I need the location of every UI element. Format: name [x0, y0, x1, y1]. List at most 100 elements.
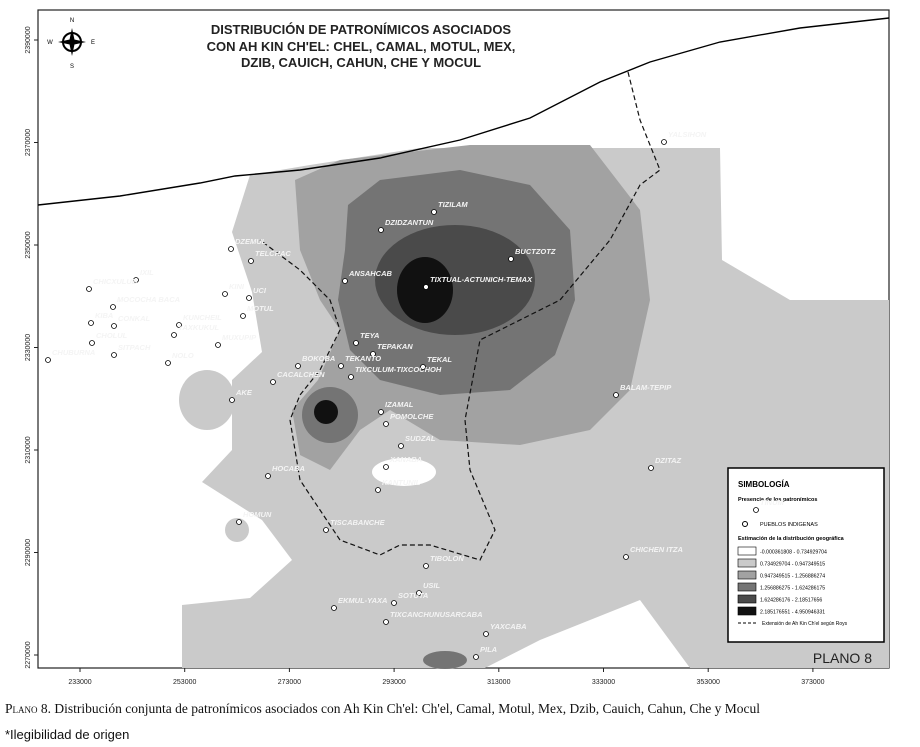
legend-swatch	[737, 582, 757, 592]
town-marker	[370, 351, 376, 357]
town-marker	[353, 340, 359, 346]
plano-label: PLANO 8	[813, 650, 872, 666]
compass: N S E W	[47, 18, 95, 70]
legend-class-label: 0.734929704 - 0.947349515	[760, 562, 825, 568]
compass-e: E	[91, 40, 95, 46]
place-label: BOKOBA	[302, 354, 335, 363]
legend: SIMBOLOGÍA Presencia de los patronímicos…	[727, 467, 885, 643]
town-marker	[431, 209, 437, 215]
town-marker	[342, 278, 348, 284]
class-4-area	[423, 651, 467, 669]
title-line: CON AH KIN CH'EL: CHEL, CAMAL, MOTUL, ME…	[207, 39, 516, 54]
town-marker	[483, 631, 489, 637]
town-marker	[423, 284, 429, 290]
legend-estimation: Estimación de la distribución geográfica	[738, 536, 845, 542]
place-label: TINUM	[760, 498, 784, 507]
coastline	[37, 17, 890, 206]
town-marker	[323, 527, 329, 533]
town-marker	[613, 392, 619, 398]
legend-town-symbol	[742, 521, 748, 527]
y-tick-label: 2390000	[25, 26, 32, 53]
legend-title: SIMBOLOGÍA	[738, 480, 790, 489]
place-label: KIBA	[95, 311, 113, 320]
compass-n: N	[70, 18, 74, 24]
place-label: KINI	[229, 282, 245, 291]
town-marker	[110, 304, 116, 310]
place-label: HOMUN	[243, 510, 272, 519]
place-label: DZIDZANTUN	[385, 218, 434, 227]
x-tick-label: 293000	[382, 679, 405, 686]
town-marker	[331, 605, 337, 611]
place-label: TEKAL	[427, 355, 452, 364]
place-label: YAXKUKUL	[178, 323, 220, 332]
place-label: SITPACH	[118, 343, 151, 352]
town-marker	[295, 363, 301, 369]
town-marker	[246, 295, 252, 301]
compass-w: W	[47, 40, 53, 46]
place-label: CACALCHEN	[277, 370, 325, 379]
town-marker	[88, 320, 94, 326]
place-label: KANTUNIL	[382, 478, 421, 487]
place-label: PILA	[480, 645, 497, 654]
title-line: DZIB, CAUICH, CAHUN, CHE Y MOCUL	[241, 55, 481, 70]
x-tick-label: 313000	[487, 679, 510, 686]
town-marker	[348, 374, 354, 380]
town-marker	[378, 227, 384, 233]
town-marker	[176, 322, 182, 328]
legend-swatch	[737, 546, 757, 556]
place-label: AKE	[235, 388, 253, 397]
place-label: ANSAHCAB	[348, 269, 393, 278]
x-tick-label: 333000	[592, 679, 615, 686]
y-tick-label: 2290000	[25, 539, 32, 566]
compass-rose	[58, 28, 86, 56]
town-marker	[270, 379, 276, 385]
legend-class-label: 0.947349515 - 1.256886274	[760, 574, 825, 580]
title: DISTRIBUCIÓN DE PATRONÍMICOS ASOCIADOS C…	[207, 22, 516, 70]
town-marker	[623, 554, 629, 560]
note: *Ilegibilidad de origen	[5, 727, 130, 742]
class-2-area	[225, 518, 249, 542]
town-marker	[171, 332, 177, 338]
town-marker	[228, 246, 234, 252]
legend-class-label: -0.000361808 - 0.734929704	[760, 550, 827, 556]
place-label: TEPAKAN	[377, 342, 413, 351]
town-marker	[391, 600, 397, 606]
place-label: TEKANTO	[345, 354, 381, 363]
town-marker	[265, 473, 271, 479]
place-label: USIL	[423, 581, 441, 590]
class-6-area	[314, 400, 338, 424]
place-label: YAXCABA	[490, 622, 527, 631]
town-marker	[383, 619, 389, 625]
place-labels: YALSIHON TIZILAM DZIDZANTUN DZEMUL TELCHAC BU…	[45, 130, 784, 660]
town-marker	[229, 397, 235, 403]
town-marker	[661, 139, 667, 145]
town-marker	[375, 487, 381, 493]
town-marker	[45, 357, 51, 363]
place-label: BALAM-TEPIP	[620, 383, 672, 392]
place-label: MUXUPIP	[222, 333, 257, 342]
town-marker	[111, 352, 117, 358]
place-label: HOCABA	[272, 464, 305, 473]
place-label: KUNCHEIL	[183, 313, 222, 322]
legend-swatch	[737, 570, 757, 580]
town-marker	[86, 286, 92, 292]
place-label: UCI	[253, 286, 267, 295]
place-label: CHUBURNA	[52, 348, 95, 357]
place-label: CHOLUL	[96, 331, 128, 340]
town-marker	[215, 342, 221, 348]
surface	[37, 17, 890, 669]
x-tick-label: 253000	[173, 679, 196, 686]
place-label: DZITAZ	[655, 456, 682, 465]
y-tick-label: 2330000	[25, 334, 32, 361]
boundary-line	[259, 71, 661, 561]
place-label: MOCOCHA BACA	[117, 295, 180, 304]
place-label: MOTUL	[247, 304, 274, 313]
place-label: TIXCANCHUNUSARCABA	[390, 610, 483, 619]
legend-class-label: 2.185176551 - 4.950946331	[760, 610, 825, 616]
town-marker	[473, 654, 479, 660]
place-label: TISCABANCHE	[330, 518, 386, 527]
town-marker	[648, 465, 654, 471]
place-label: CHICXULUB	[93, 277, 138, 286]
town-marker	[111, 323, 117, 329]
place-label: YALSIHON	[668, 130, 707, 139]
